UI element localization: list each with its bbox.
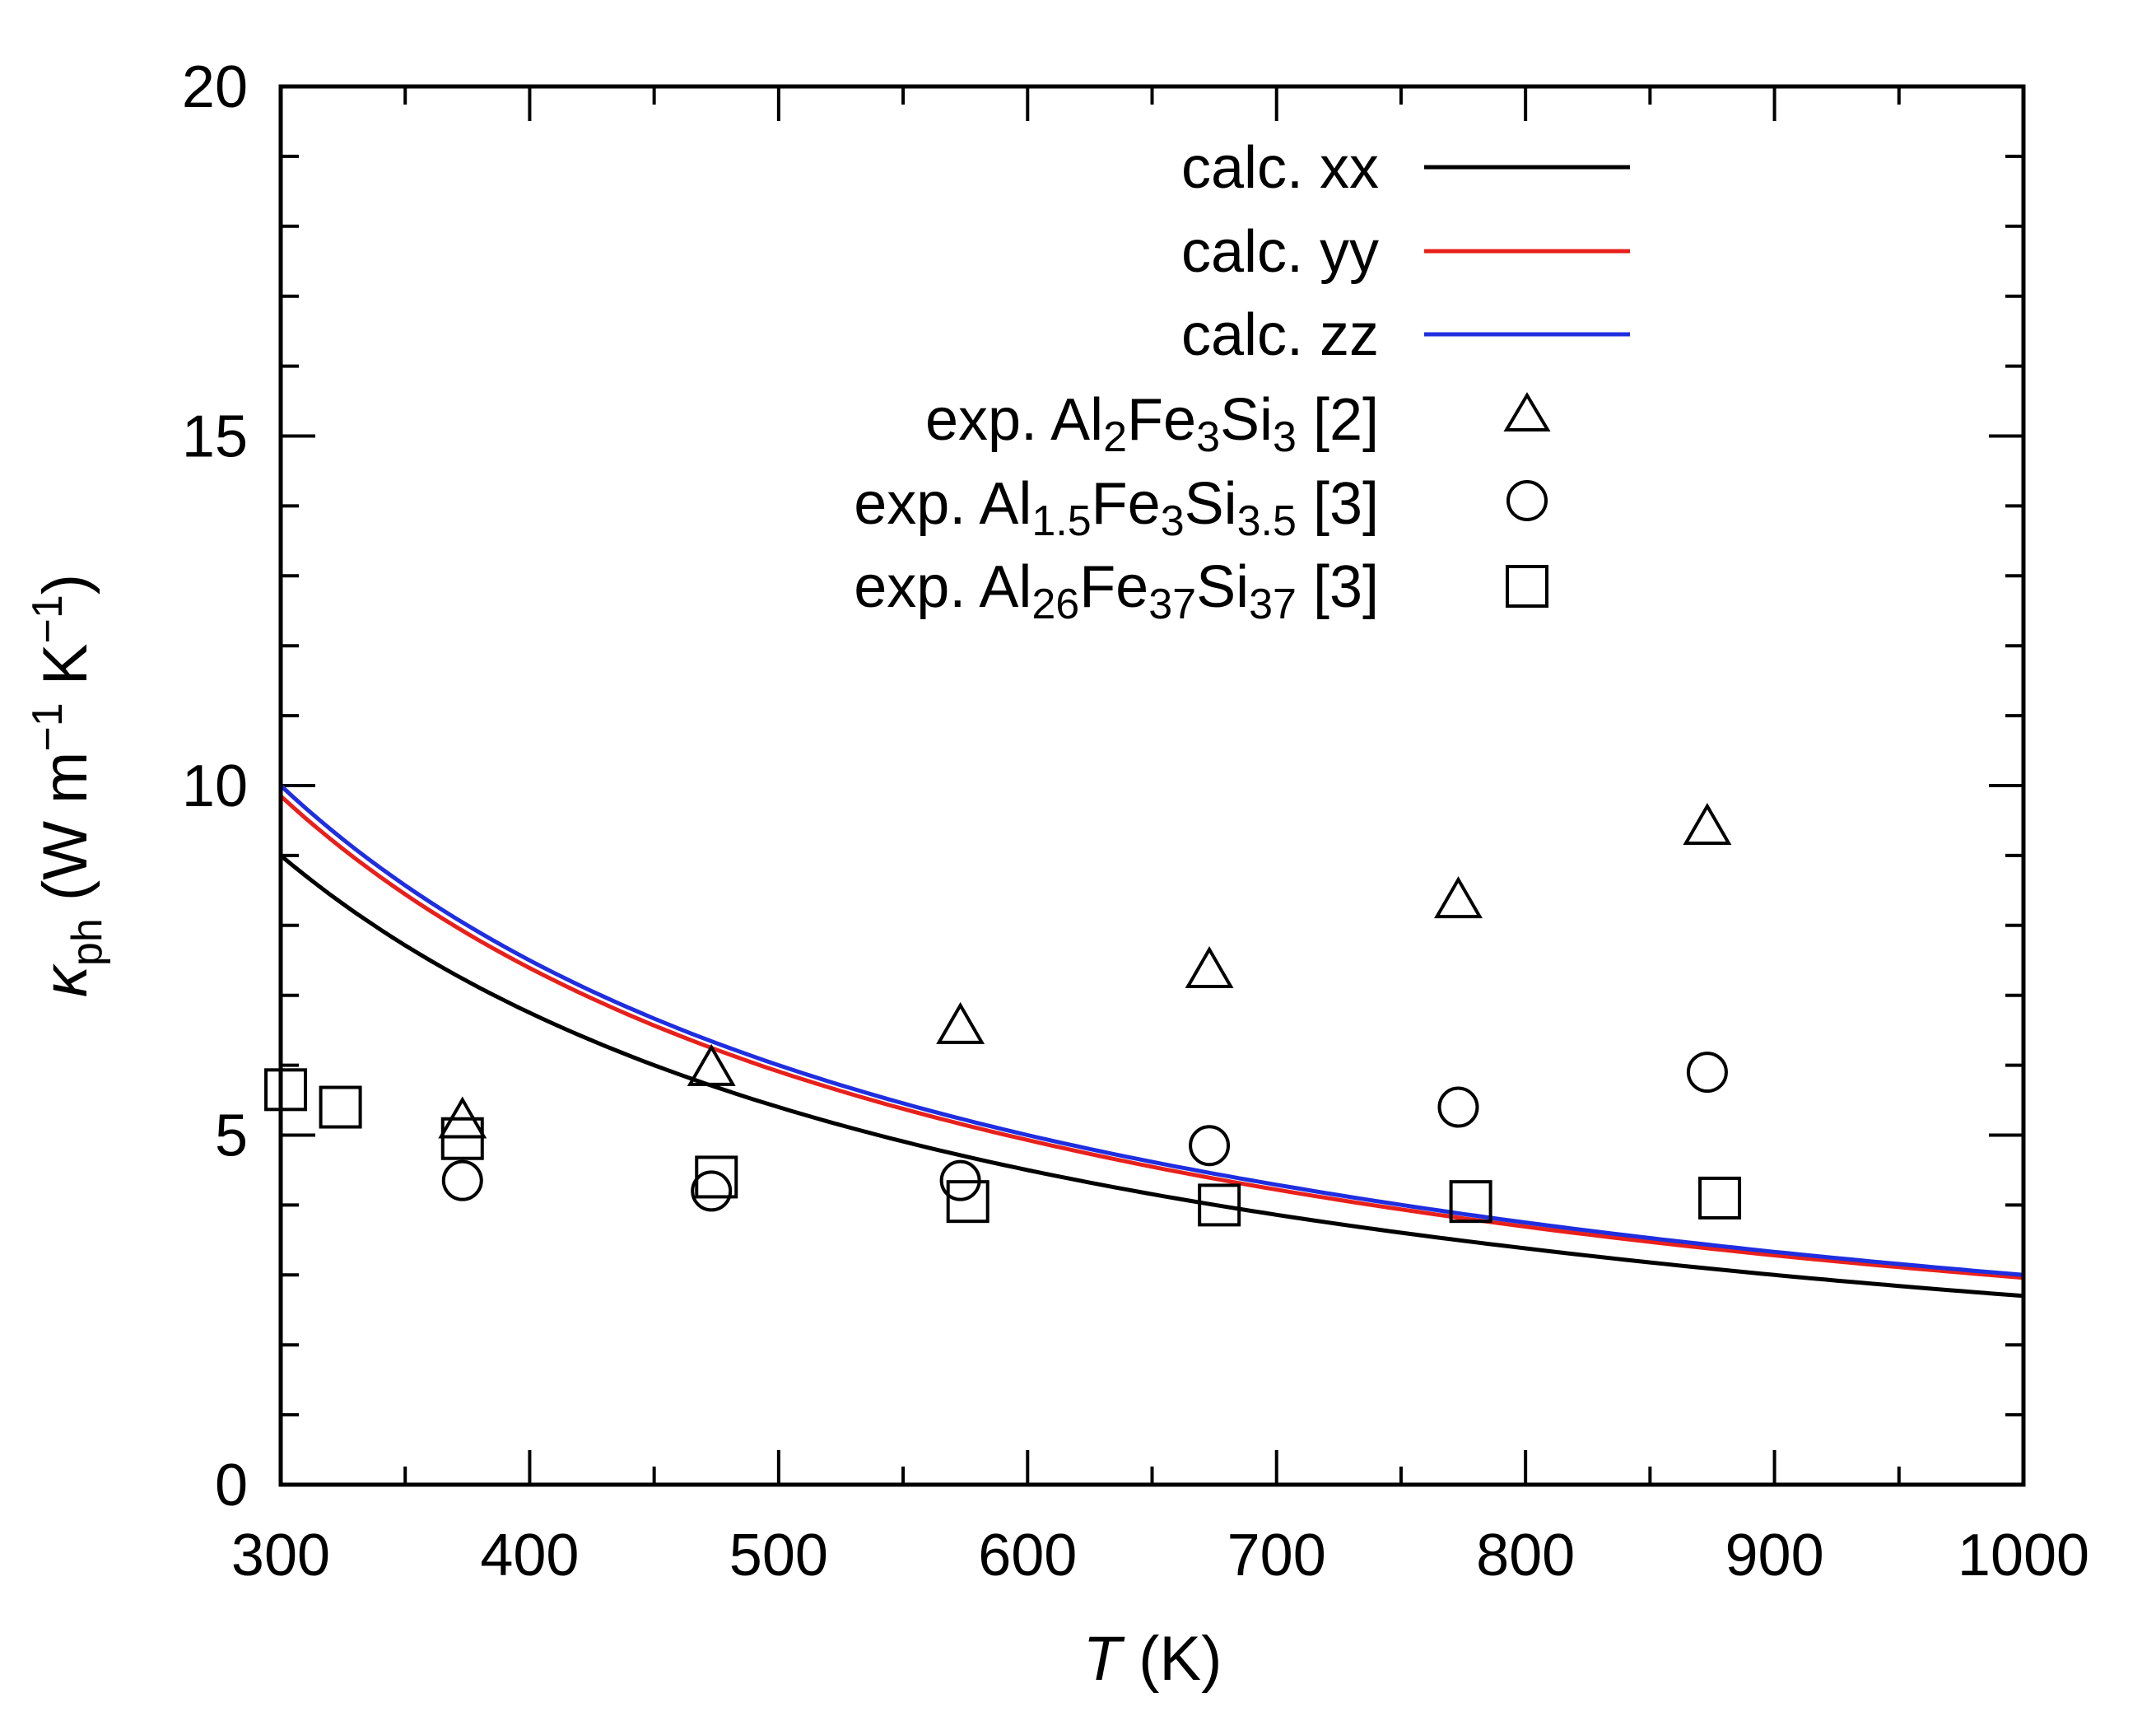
x-axis-title: T (K)	[1083, 1624, 1222, 1694]
tick-labels: 300 400 500 600 700 800 900 1000 0 5 10 15 20	[182, 54, 2089, 1588]
y-axis-unit-open: (W m	[30, 752, 100, 919]
square-marker	[695, 1155, 738, 1199]
series-markers	[264, 802, 1742, 1227]
x-axis-variable: T	[1083, 1624, 1125, 1694]
legend-entry-exp-al26fe37si37: exp. Al26Fe37Si37 [3]	[854, 554, 1548, 628]
circle-marker	[1437, 1086, 1479, 1128]
legend-label-calc-yy: calc. yy	[1181, 219, 1379, 285]
circle-marker	[691, 1170, 733, 1212]
legend: calc. xx calc. yy calc. zz exp. Al2Fe3Si…	[854, 135, 1630, 628]
y-axis-unit-exp2: −1	[24, 595, 72, 643]
x-tick-label: 400	[480, 1523, 579, 1588]
y-axis-unit-close: )	[30, 574, 100, 595]
triangle-marker	[1185, 945, 1234, 988]
series-lines	[279, 784, 2024, 1299]
legend-label-exp-al15fe3si35: exp. Al1.5Fe3Si3.5 [3]	[854, 471, 1379, 545]
x-tick-label: 600	[978, 1523, 1077, 1588]
x-tick-label: 900	[1725, 1523, 1824, 1588]
triangle-marker	[687, 1043, 736, 1086]
legend-entry-exp-al2fe3si3: exp. Al2Fe3Si3 [2]	[925, 387, 1551, 461]
y-tick-label: 20	[182, 54, 248, 120]
triangle-marker	[936, 1001, 985, 1044]
x-tick-label: 700	[1227, 1523, 1326, 1588]
circle-marker	[1686, 1052, 1728, 1094]
square-marker	[1449, 1180, 1492, 1224]
y-axis-title: κph (W m−1 K−1)	[24, 574, 111, 997]
series-line-calc-xx	[279, 853, 2024, 1299]
legend-label-calc-zz: calc. zz	[1181, 302, 1379, 368]
y-tick-label: 15	[182, 404, 248, 470]
x-tick-label: 500	[729, 1523, 828, 1588]
square-marker	[1698, 1176, 1742, 1220]
y-axis-unit-exp1: −1	[24, 702, 72, 751]
legend-swatch-square-marker	[1506, 565, 1548, 608]
square-marker	[319, 1085, 362, 1129]
legend-label-exp-al2fe3si3: exp. Al2Fe3Si3 [2]	[925, 387, 1379, 461]
x-tick-label: 300	[231, 1523, 330, 1588]
square-marker	[946, 1180, 990, 1224]
series-line-calc-yy	[279, 794, 2024, 1280]
y-tick-label: 5	[215, 1103, 248, 1169]
plot-frame	[278, 84, 2026, 1487]
square-marker	[1198, 1183, 1241, 1227]
y-axis-symbol-sub: ph	[63, 918, 111, 966]
square-marker	[440, 1117, 484, 1160]
triangle-marker	[1683, 802, 1732, 845]
x-axis-unit: (K)	[1121, 1624, 1222, 1694]
circle-marker	[1189, 1125, 1231, 1167]
y-tick-label: 0	[215, 1453, 248, 1518]
legend-swatch-triangle-marker	[1503, 392, 1551, 431]
legend-entry-exp-al15fe3si35: exp. Al1.5Fe3Si3.5 [3]	[854, 471, 1548, 545]
square-marker	[264, 1068, 308, 1112]
y-tick-label: 10	[182, 753, 248, 819]
legend-entry-calc-yy: calc. yy	[1181, 219, 1630, 285]
legend-entry-calc-zz: calc. zz	[1181, 302, 1630, 368]
legend-swatch-circle-marker	[1506, 480, 1548, 521]
triangle-marker	[1434, 876, 1483, 919]
circle-marker	[441, 1159, 483, 1201]
y-axis-unit-mid: K	[30, 644, 100, 703]
legend-entry-calc-xx: calc. xx	[1181, 135, 1630, 201]
y-axis-symbol: κ	[30, 963, 100, 997]
x-tick-label: 800	[1476, 1523, 1575, 1588]
legend-label-calc-xx: calc. xx	[1181, 135, 1379, 201]
x-tick-label: 1000	[1958, 1523, 2089, 1588]
legend-label-exp-al26fe37si37: exp. Al26Fe37Si37 [3]	[854, 554, 1379, 628]
series-line-calc-zz	[279, 784, 2024, 1277]
